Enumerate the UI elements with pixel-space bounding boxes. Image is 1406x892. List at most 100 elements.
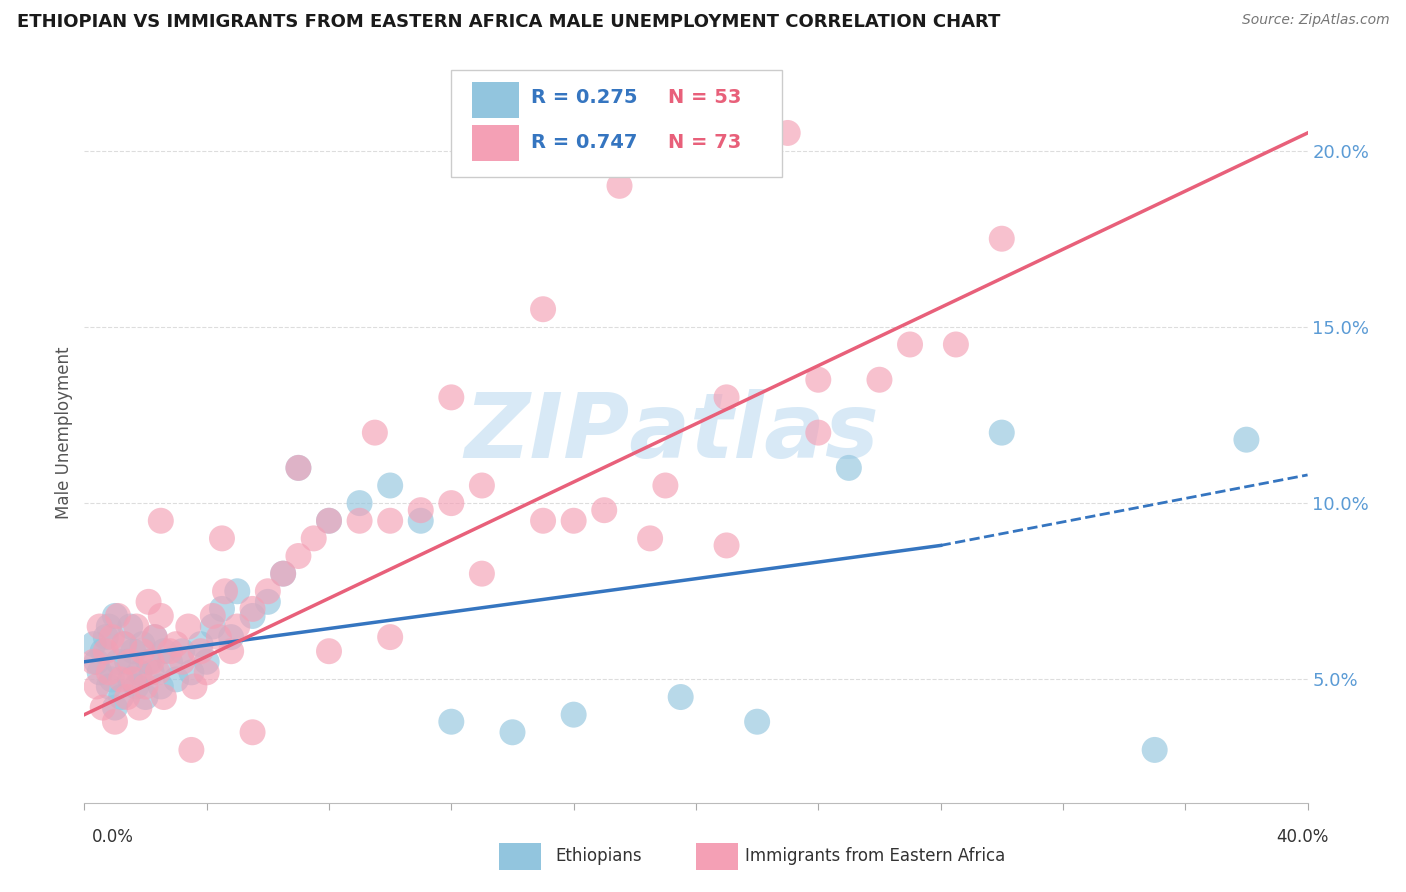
Point <box>214 584 236 599</box>
FancyBboxPatch shape <box>472 82 519 118</box>
Point <box>131 637 153 651</box>
Point <box>83 655 105 669</box>
Point <box>638 532 661 546</box>
Point <box>991 425 1014 440</box>
Point <box>104 609 127 624</box>
Point <box>945 337 967 351</box>
Text: ETHIOPIAN VS IMMIGRANTS FROM EASTERN AFRICA MALE UNEMPLOYMENT CORRELATION CHART: ETHIOPIAN VS IMMIGRANTS FROM EASTERN AFR… <box>17 13 1000 31</box>
Point <box>409 514 432 528</box>
Text: Immigrants from Eastern Africa: Immigrants from Eastern Africa <box>745 847 1005 865</box>
Point <box>112 637 135 651</box>
Point <box>112 637 135 651</box>
Point <box>716 390 738 404</box>
Point <box>83 637 105 651</box>
Point <box>242 602 264 616</box>
Point <box>180 665 202 680</box>
Point <box>257 595 280 609</box>
Point <box>318 514 340 528</box>
Point <box>271 566 294 581</box>
Point <box>776 126 799 140</box>
Point <box>211 532 233 546</box>
Point <box>153 690 176 704</box>
Point <box>807 425 830 440</box>
Point <box>135 680 157 694</box>
Point <box>380 630 402 644</box>
Point <box>471 478 494 492</box>
Point <box>172 655 194 669</box>
Y-axis label: Male Unemployment: Male Unemployment <box>55 346 73 519</box>
Point <box>120 655 142 669</box>
Text: R = 0.747: R = 0.747 <box>531 133 637 152</box>
Point <box>94 630 117 644</box>
Point <box>195 665 218 680</box>
Point <box>125 680 148 694</box>
Point <box>208 630 231 644</box>
Point <box>869 373 891 387</box>
Point <box>747 714 769 729</box>
Point <box>97 665 120 680</box>
Point <box>146 665 169 680</box>
Point <box>201 619 224 633</box>
Point <box>287 461 309 475</box>
Point <box>122 644 145 658</box>
FancyBboxPatch shape <box>451 70 782 178</box>
Point <box>226 619 249 633</box>
Point <box>201 609 224 624</box>
Point <box>141 655 163 669</box>
Point <box>120 619 142 633</box>
Text: Source: ZipAtlas.com: Source: ZipAtlas.com <box>1241 13 1389 28</box>
FancyBboxPatch shape <box>472 126 519 161</box>
Point <box>440 390 463 404</box>
Point <box>190 644 212 658</box>
Point <box>669 690 692 704</box>
Point <box>195 655 218 669</box>
Point <box>159 644 181 658</box>
Point <box>380 514 402 528</box>
Point <box>165 637 187 651</box>
Point <box>101 673 124 687</box>
Text: N = 53: N = 53 <box>668 88 741 107</box>
Point <box>159 655 181 669</box>
Text: 0.0%: 0.0% <box>91 828 134 846</box>
Point <box>531 514 554 528</box>
Point <box>115 690 138 704</box>
Point <box>138 595 160 609</box>
Point <box>115 655 138 669</box>
Text: 40.0%: 40.0% <box>1277 828 1329 846</box>
Point <box>165 673 187 687</box>
Point <box>149 680 172 694</box>
Point <box>898 337 921 351</box>
Point <box>177 619 200 633</box>
Point <box>101 630 124 644</box>
Point <box>86 655 108 669</box>
Text: Ethiopians: Ethiopians <box>555 847 643 865</box>
Point <box>110 673 132 687</box>
Point <box>183 680 205 694</box>
Point <box>107 609 129 624</box>
Point <box>349 496 371 510</box>
Point <box>242 609 264 624</box>
Point <box>91 700 114 714</box>
Point <box>104 700 127 714</box>
Point <box>131 644 153 658</box>
Point <box>172 644 194 658</box>
Point <box>593 503 616 517</box>
Point <box>807 373 830 387</box>
Point <box>287 549 309 563</box>
Point <box>471 566 494 581</box>
Point <box>97 680 120 694</box>
Point <box>149 514 172 528</box>
Point <box>242 725 264 739</box>
Point <box>135 690 157 704</box>
Point <box>107 655 129 669</box>
Point <box>318 644 340 658</box>
Point <box>94 644 117 658</box>
Point <box>219 644 242 658</box>
Point <box>122 673 145 687</box>
Point <box>89 665 111 680</box>
Point <box>838 461 860 475</box>
Point <box>364 425 387 440</box>
Point <box>1236 433 1258 447</box>
Point <box>120 673 142 687</box>
Point <box>716 538 738 552</box>
